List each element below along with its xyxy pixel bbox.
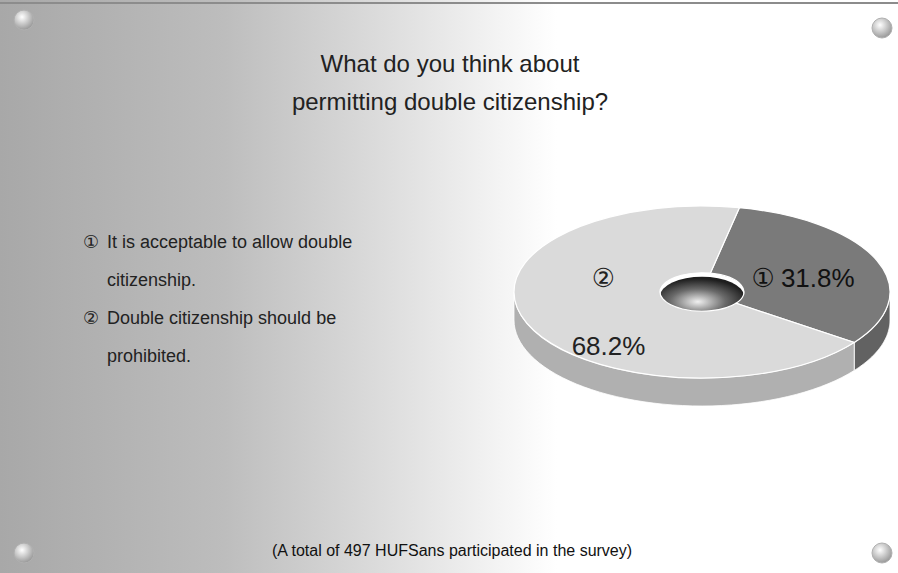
background [0,0,898,573]
top-rule [0,2,898,4]
plot-area [514,206,890,406]
slice-marker: ① [752,263,775,293]
corner-dot [872,18,892,38]
slice-value-label: 31.8% [781,263,855,293]
legend-marker: ① [83,232,99,252]
slice-marker: ② [592,263,615,293]
corner-dot [14,10,34,30]
footnote: (A total of 497 HUFSans participated in … [272,542,632,559]
legend-label: It is acceptable to allow doublecitizens… [107,232,352,290]
legend-label: Double citizenship should beprohibited. [107,308,336,366]
slice-value-label: 68.2% [572,331,646,361]
chart-title: What do you think aboutpermitting double… [292,50,608,115]
chart-svg: What do you think aboutpermitting double… [0,0,898,573]
corner-dot [14,543,34,563]
slice-group [514,206,890,378]
chart-container: What do you think aboutpermitting double… [0,0,898,573]
legend-marker: ② [83,308,99,328]
corner-dot [872,543,892,563]
slice [514,206,854,378]
data-label: ①31.8% [752,263,855,293]
